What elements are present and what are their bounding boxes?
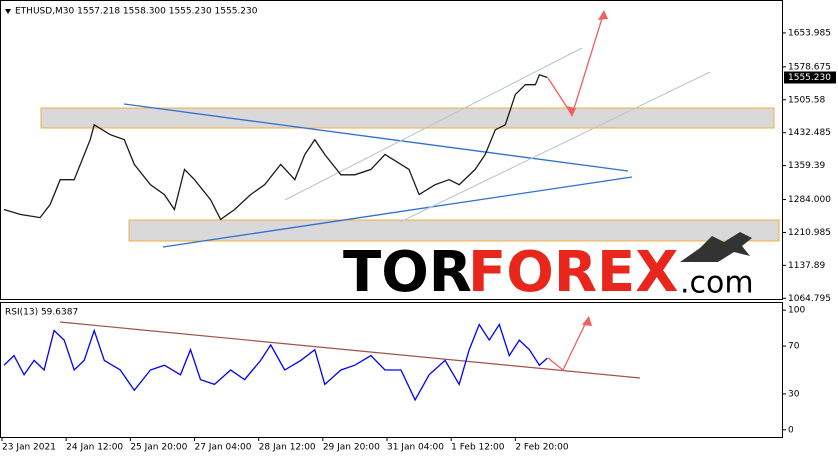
trend-line [162, 176, 633, 248]
current-price-label: 1555.230 [788, 73, 831, 83]
arrow-head [598, 10, 608, 20]
channel-line [284, 47, 583, 201]
price-line [3, 73, 548, 221]
y-tick-label: 1284.000 [788, 195, 831, 205]
y-tick-label: 70 [788, 342, 800, 352]
x-tick-label: 28 Jan 12:00 [259, 443, 316, 453]
x-tick-label: 29 Jan 20:00 [323, 443, 380, 453]
x-tick-label: 24 Jan 12:00 [66, 443, 123, 453]
x-tick-label: 27 Jan 04:00 [194, 443, 251, 453]
price-line [3, 322, 548, 402]
watermark-com: .com [680, 266, 754, 301]
x-tick-label: 31 Jan 04:00 [387, 443, 444, 453]
y-tick-label: 1210.985 [788, 228, 831, 238]
support-zone [128, 219, 780, 242]
channel-line [399, 71, 711, 223]
bull-icon [680, 232, 752, 262]
main-panel-frame [0, 0, 783, 300]
trend-line [123, 103, 629, 172]
y-tick-label: 1505.58 [788, 95, 825, 105]
rsi-panel-frame [0, 302, 783, 438]
current-price-box [784, 71, 836, 84]
y-tick-label: 1432.485 [788, 128, 831, 138]
arrow-head [582, 316, 592, 326]
y-tick-label: 100 [788, 306, 805, 316]
resistance-zone [40, 107, 775, 129]
forecast-arrow [547, 317, 589, 372]
rsi-title: RSI(13) 59.6387 [5, 308, 78, 318]
symbol-marker [5, 9, 11, 14]
watermark-tor: TOR [343, 240, 472, 305]
x-tick-label: 23 Jan 2021 [2, 443, 56, 453]
y-tick-label: 1359.39 [788, 161, 825, 171]
watermark: TOR FOREX .com [343, 232, 754, 305]
arrow-head [566, 106, 576, 117]
y-tick-label: 1578.675 [788, 62, 831, 72]
y-tick-label: 1064.795 [788, 294, 831, 304]
rsi-trend-line [59, 321, 641, 379]
watermark-forex: FOREX [468, 240, 678, 305]
x-tick-label: 2 Feb 20:00 [515, 443, 569, 453]
y-tick-label: 1137.89 [788, 261, 825, 271]
x-tick-label: 25 Jan 20:00 [130, 443, 187, 453]
main-title: ETHUSD,M30 1557.218 1558.300 1555.230 15… [15, 7, 258, 17]
y-tick-label: 0 [788, 425, 794, 435]
y-tick-label: 1653.985 [788, 28, 831, 38]
x-tick-label: 1 Feb 12:00 [451, 443, 505, 453]
y-tick-label: 30 [788, 389, 800, 399]
